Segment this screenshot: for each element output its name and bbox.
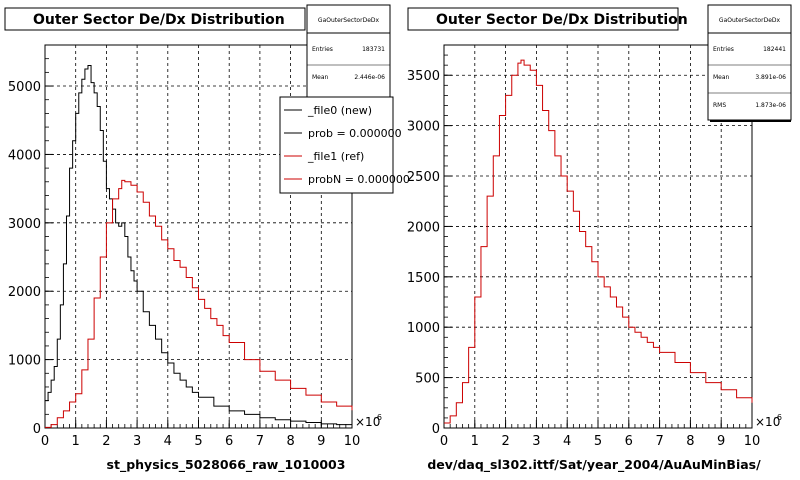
x-tick-label: 2 [501, 434, 509, 449]
x-tick-label: 7 [256, 434, 264, 449]
x-tick-label: 1 [72, 434, 80, 449]
y-tick-label: 3000 [8, 217, 41, 232]
stats-value: 2.446e-06 [354, 74, 385, 81]
y-tick-label: 2000 [407, 220, 440, 235]
stats-value: 3.891e-06 [755, 74, 786, 81]
series-line-1 [444, 59, 753, 424]
chart-1: 0 1 2 3 4 5 6 7 8 9 10 0 1000 2000 3000 4000 5000 Outer S… [4, 4, 410, 473]
legend-entry: probN = 0.000000 [308, 173, 410, 186]
title-box [407, 7, 679, 31]
stats-label: Entries [312, 46, 333, 53]
y-tick-label: 3500 [407, 69, 440, 84]
y-tick-label: 2500 [407, 170, 440, 185]
x-tick-label: 6 [225, 434, 233, 449]
title-box [4, 7, 306, 31]
x-tick-label: 9 [317, 434, 325, 449]
chart-title: Outer Sector De/Dx Distribution [436, 12, 688, 28]
y-tick-label: 5000 [8, 80, 41, 95]
stats-value: 1.873e-06 [755, 102, 786, 109]
series-line-1 [45, 65, 353, 426]
x-tick-label: 9 [717, 434, 725, 449]
stats-name: GaOuterSectorDeDx [318, 17, 380, 24]
legend-box [279, 96, 394, 194]
x-exponent-power: -6 [774, 413, 782, 422]
chart-title: Outer Sector De/Dx Distribution [33, 12, 285, 28]
stats-label: Mean [312, 74, 329, 81]
y-tick-label: 2000 [8, 285, 41, 300]
y-tick-label: 3000 [407, 120, 440, 135]
x-exponent-base: ×10 [755, 415, 780, 429]
x-tick-label: 0 [440, 434, 448, 449]
x-tick-label: 8 [686, 434, 694, 449]
y-tick-label: 0 [33, 422, 41, 437]
x-axis-label: dev/daq_sl302.ittf/Sat/year_2004/AuAuMin… [427, 457, 761, 473]
x-tick-label: 2 [102, 434, 110, 449]
stats-shadow [710, 120, 791, 122]
y-tick-label: 4000 [8, 148, 41, 163]
x-tick-label: 4 [164, 434, 172, 449]
y-tick-label: 1000 [8, 354, 41, 369]
x-tick-label: 3 [133, 434, 141, 449]
x-tick-label: 1 [471, 434, 479, 449]
legend-entry: _file1 (ref) [307, 150, 364, 163]
legend-entry: _file0 (new) [307, 104, 372, 117]
series-line-2 [45, 179, 353, 428]
x-tick-label: 3 [532, 434, 540, 449]
stats-box [707, 4, 792, 121]
x-exponent-power: -6 [374, 413, 382, 422]
y-tick-label: 500 [415, 372, 440, 387]
stats-value: 183731 [362, 46, 385, 53]
x-tick-label: 5 [594, 434, 602, 449]
y-tick-label: 0 [432, 422, 440, 437]
x-tick-label: 7 [655, 434, 663, 449]
x-tick-label: 10 [344, 434, 361, 449]
stats-label: RMS [713, 102, 726, 109]
stats-value: 182441 [763, 46, 786, 53]
y-tick-label: 1500 [407, 271, 440, 286]
x-tick-label: 6 [625, 434, 633, 449]
stats-label: Entries [713, 46, 734, 53]
x-tick-label: 10 [744, 434, 761, 449]
x-tick-label: 0 [41, 434, 49, 449]
stats-label: Mean [713, 74, 730, 81]
chart-2: 0 1 2 3 4 5 6 7 8 9 10 0 500 1000 1500 2000 2500 3000 3500… [407, 4, 792, 473]
x-exponent-base: ×10 [355, 415, 380, 429]
legend-entry: prob = 0.000000 [308, 127, 402, 140]
x-tick-label: 5 [194, 434, 202, 449]
stats-name: GaOuterSectorDeDx [719, 17, 781, 24]
y-tick-label: 1000 [407, 321, 440, 336]
x-tick-label: 4 [563, 434, 571, 449]
x-axis-label: st_physics_5028066_raw_1010003 [107, 457, 346, 473]
x-tick-label: 8 [286, 434, 294, 449]
